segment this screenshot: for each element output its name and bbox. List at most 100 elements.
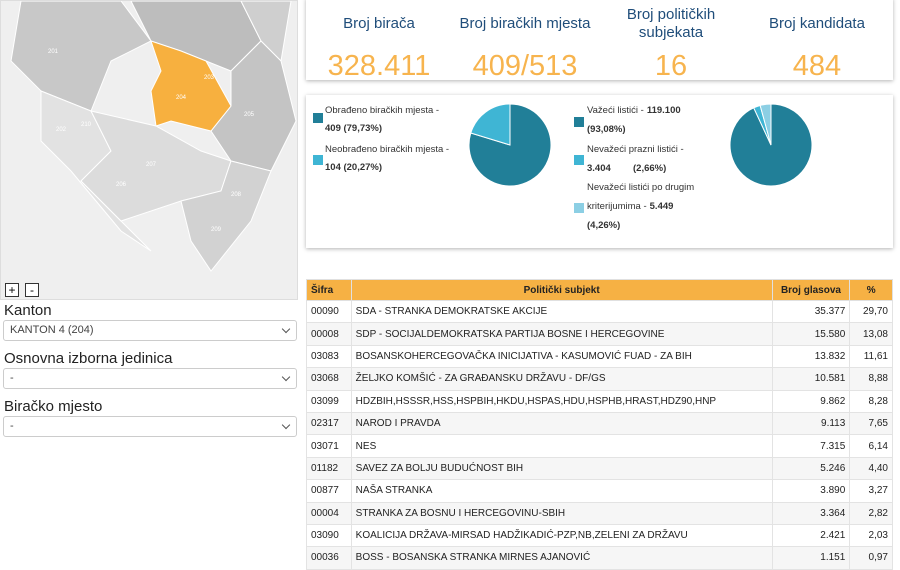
- map-label: 208: [231, 192, 242, 198]
- stat-title: Broj birača: [343, 15, 415, 32]
- pie-slice: [759, 103, 772, 146]
- map-label: 210: [81, 122, 92, 128]
- table-cell: 00090: [306, 299, 352, 324]
- table-row: 03083 BOSANSKOHERCEGOVAČKA INICIJATIVA - …: [306, 344, 893, 369]
- table-cell: 0,97: [849, 546, 893, 570]
- stat-title: Broj političkih subjekata: [626, 6, 716, 41]
- filter-select[interactable]: -: [3, 368, 297, 389]
- filter-label: Kanton: [4, 302, 52, 319]
- legend-value: 104 (20,27%): [325, 162, 382, 173]
- legend-share: (93,08%): [587, 124, 626, 135]
- stat-value: 328.411: [327, 50, 431, 82]
- table-cell: 3.364: [771, 501, 851, 525]
- table-cell: 3.890: [771, 479, 851, 503]
- table-cell: 10.581: [771, 367, 851, 391]
- table-row: 00090 SDA - STRANKA DEMOKRATSKE AKCIJE 35.…: [306, 299, 893, 324]
- legend-share: (2,66%): [633, 163, 666, 174]
- pie-panel: Obrađeno biračkih mjesta - 409 (79,73%) Ne…: [306, 95, 893, 248]
- table-cell: 5.246: [771, 456, 851, 481]
- map-region: [180, 160, 272, 272]
- stat: Broj birača 328.411: [306, 0, 452, 83]
- table-row: 00004 STRANKA ZA BOSNU I HERCEGOVINU-SBIH…: [306, 501, 893, 525]
- table-cell: 7.315: [771, 434, 851, 458]
- table-row: 00036 BOSS - BOSANSKA STRANKA MIRNES AJAN…: [306, 546, 893, 570]
- legend-label: Nevažeći prazni listići -: [587, 144, 684, 155]
- stat-value: 484: [792, 50, 842, 82]
- table-cell: 11,61: [849, 344, 893, 369]
- page: 201 202 203 204 205 206 207 208 209 210 + - Kanto…: [0, 0, 900, 556]
- map: 201 202 203 204 205 206 207 208 209 210: [0, 0, 298, 300]
- table-cell: SDP - SOCIJALDEMOKRATSKA PARTIJA BOSNE I…: [350, 322, 773, 346]
- map-region: [10, 1, 152, 112]
- table-cell: HDZBIH,HSSSR,HSS,HSPBIH,HKDU,HSPAS,HDU,H…: [350, 389, 773, 413]
- table-cell: 35.377: [771, 299, 851, 324]
- legend-count: 119.100: [647, 105, 681, 116]
- table-cell: 2.421: [771, 523, 851, 548]
- pie-slice: [470, 103, 511, 146]
- legend-swatch: [574, 155, 584, 165]
- table-cell: 00008: [306, 322, 352, 346]
- table-cell: NAROD I PRAVDA: [350, 411, 773, 436]
- table-cell: NAŠA STRANKA: [350, 479, 773, 503]
- table-row: 00008 SDP - SOCIJALDEMOKRATSKA PARTIJA BO…: [306, 322, 893, 346]
- table-row: 03090 KOALICIJA DRŽAVA-MIRSAD HADŽIKADIĆ-…: [306, 523, 893, 548]
- table-cell: 3,27: [849, 479, 893, 503]
- legend-count: 3.404: [587, 163, 611, 174]
- legend-value: 409 (79,73%): [325, 123, 382, 134]
- table-cell: 03099: [306, 389, 352, 413]
- table-cell: SAVEZ ZA BOLJU BUDUĆNOST BIH: [350, 456, 773, 481]
- legend-swatch: [574, 117, 584, 127]
- stats-panel: Broj birača 328.411 Broj biračkih mjesta 40…: [306, 0, 893, 83]
- table-row: 00877 NAŠA STRANKA 3.890 3,27: [306, 479, 893, 503]
- table-cell: 00036: [306, 546, 352, 570]
- table-cell: 6,14: [849, 434, 893, 458]
- table-cell: 15.580: [771, 322, 851, 346]
- table-cell: 2,03: [849, 523, 893, 548]
- table-cell: SDA - STRANKA DEMOKRATSKE AKCIJE: [350, 299, 773, 324]
- table-cell: ŽELJKO KOMŠIĆ - ZA GRAĐANSKU DRŽAVU - DF…: [350, 367, 773, 391]
- table-cell: 01182: [306, 456, 352, 481]
- map-label: 209: [211, 227, 222, 233]
- table-row: 03071 NES 7.315 6,14: [306, 434, 893, 458]
- filter-select[interactable]: -: [3, 416, 297, 437]
- table-cell: 03090: [306, 523, 352, 548]
- legend-label: Neobrađeno biračkih mjesta -: [325, 144, 449, 155]
- map-region-selected[interactable]: [150, 40, 232, 132]
- stat-value: 16: [654, 50, 688, 82]
- map-label: 202: [56, 127, 67, 133]
- table-cell: 03071: [306, 434, 352, 458]
- table-cell: STRANKA ZA BOSNU I HERCEGOVINU-SBIH: [350, 501, 773, 525]
- table-cell: BOSS - BOSANSKA STRANKA MIRNES AJANOVIĆ: [350, 546, 773, 570]
- zoom-out-button[interactable]: -: [25, 283, 39, 297]
- stat: Broj biračkih mjesta 409/513: [452, 0, 598, 83]
- map-label: 206: [116, 182, 127, 188]
- table-cell: 00004: [306, 501, 352, 525]
- stat: Broj kandidata 484: [744, 0, 890, 83]
- table-row: 01182 SAVEZ ZA BOLJU BUDUĆNOST BIH 5.246 4,…: [306, 456, 893, 481]
- zoom-in-button[interactable]: +: [5, 283, 19, 297]
- legend-swatch: [313, 155, 323, 165]
- table-cell: 29,70: [849, 299, 893, 324]
- filter-label: Biračko mjesto: [4, 398, 103, 415]
- legend-share: (4,26%): [587, 220, 620, 231]
- table-cell: 13,08: [849, 322, 893, 346]
- table-cell: 4,40: [849, 456, 893, 481]
- table-cell: NES: [350, 434, 773, 458]
- stat: Broj političkih subjekata 16: [598, 0, 744, 83]
- results-table: Šifra Politički subjekt Broj glasova% 00090…: [306, 279, 893, 570]
- map-label: 204: [176, 95, 187, 101]
- table-cell: 8,28: [849, 389, 893, 413]
- filter-select[interactable]: KANTON 4 (204): [3, 320, 297, 341]
- map-label: 203: [204, 75, 215, 81]
- legend-count: 5.449: [650, 201, 674, 212]
- table-cell: 8,88: [849, 367, 893, 391]
- table-cell: 2,82: [849, 501, 893, 525]
- table-cell: 02317: [306, 411, 352, 436]
- map-label: 201: [48, 49, 59, 55]
- legend-label: Obrađeno biračkih mjesta -: [325, 105, 439, 116]
- table-cell: 00877: [306, 479, 352, 503]
- table-row: 03068 ŽELJKO KOMŠIĆ - ZA GRAĐANSKU DRŽAVU…: [306, 367, 893, 391]
- table-cell: 9.113: [771, 411, 851, 436]
- stat-title: Broj kandidata: [769, 15, 865, 32]
- table-cell: KOALICIJA DRŽAVA-MIRSAD HADŽIKADIĆ-PZP,N…: [350, 523, 773, 548]
